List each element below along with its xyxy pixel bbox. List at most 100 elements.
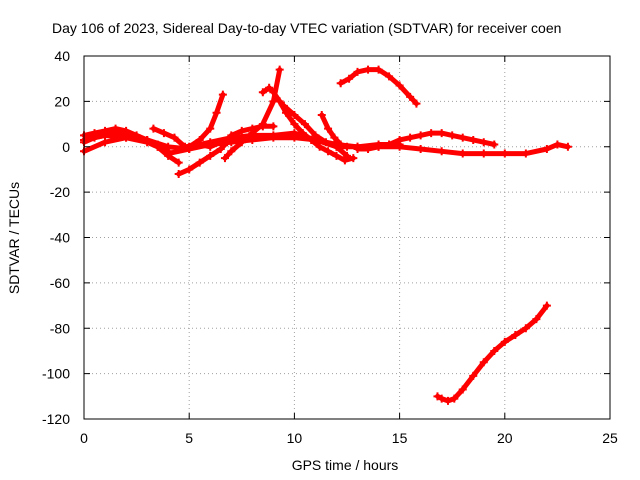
data-point [220, 154, 229, 163]
data-point [185, 142, 194, 151]
data-point [450, 394, 459, 403]
y-tick-label: 20 [54, 93, 70, 109]
data-point [374, 142, 383, 151]
data-point [206, 142, 215, 151]
data-point [563, 142, 572, 151]
y-axis: -120 -100 -80 -60 -40 -20 0 20 40 [42, 48, 610, 427]
data-point [458, 149, 467, 158]
data-point [324, 147, 333, 156]
y-tick-label: 40 [54, 48, 70, 64]
data-point [101, 138, 110, 147]
data-point [298, 129, 307, 138]
data-point [279, 101, 288, 110]
data-point [349, 154, 358, 163]
data-point [458, 385, 467, 394]
data-point [500, 337, 509, 346]
data-point [479, 149, 488, 158]
data-point [345, 74, 354, 83]
data-point [170, 133, 179, 142]
data-point [330, 133, 339, 142]
y-tick-label: -100 [42, 366, 70, 382]
data-point [364, 145, 373, 154]
data-point [122, 133, 131, 142]
data-point [223, 138, 232, 147]
data-point [416, 131, 425, 140]
data-point [521, 149, 530, 158]
data-point [174, 158, 183, 167]
series-arc-9 [258, 83, 358, 165]
y-tick-label: -120 [42, 411, 70, 427]
data-point [227, 131, 236, 140]
data-point [311, 131, 320, 140]
data-point [385, 140, 394, 149]
y-tick-label: -80 [50, 320, 70, 336]
data-point [332, 151, 341, 160]
data-point [275, 65, 284, 74]
data-point [500, 149, 509, 158]
data-point [353, 67, 362, 76]
data-point [385, 72, 394, 81]
data-point [174, 169, 183, 178]
data-point [364, 65, 373, 74]
y-tick-label: -40 [50, 230, 70, 246]
data-point [317, 110, 326, 119]
series-arc-5 [149, 124, 225, 151]
data-point [315, 142, 324, 151]
data-point [269, 122, 278, 131]
data-point [300, 120, 309, 129]
series-arc-11 [317, 110, 351, 151]
data-point [185, 165, 194, 174]
data-point [265, 83, 274, 92]
data-point [195, 135, 204, 144]
data-point [248, 129, 257, 138]
data-point [479, 358, 488, 367]
data-point [437, 147, 446, 156]
y-tick-label: -60 [50, 275, 70, 291]
x-axis-label: GPS time / hours [292, 457, 399, 473]
data-point [269, 131, 278, 140]
data-point [437, 394, 446, 403]
data-point [332, 142, 341, 151]
x-tick-label: 20 [497, 430, 513, 446]
data-point [490, 346, 499, 355]
data-point [490, 140, 499, 149]
data-point [195, 158, 204, 167]
series-arc-14 [433, 301, 551, 405]
x-axis: 0 5 10 15 20 25 [80, 56, 618, 446]
data-point [542, 145, 551, 154]
data-point [521, 324, 530, 333]
data-point [427, 129, 436, 138]
data-point [212, 108, 221, 117]
y-tick-label: 0 [62, 139, 70, 155]
data-point [258, 120, 267, 129]
data-point [290, 129, 299, 138]
data-point [218, 90, 227, 99]
data-point [458, 133, 467, 142]
data-point [353, 145, 362, 154]
data-point [324, 124, 333, 133]
chart-title: Day 106 of 2023, Sidereal Day-to-day VTE… [52, 20, 561, 36]
data-point [448, 131, 457, 140]
series-arc-7 [185, 90, 227, 151]
data-point [101, 131, 110, 140]
series-arc-10 [279, 101, 404, 151]
data-point [258, 88, 267, 97]
data-point [307, 135, 316, 144]
data-point [206, 151, 215, 160]
data-point [227, 147, 236, 156]
data-point [290, 120, 299, 129]
series-arc-13 [353, 129, 499, 154]
data-point [469, 371, 478, 380]
data-point [336, 140, 345, 149]
data-point [412, 99, 421, 108]
data-point [149, 124, 158, 133]
data-point [206, 124, 215, 133]
data-point [321, 138, 330, 147]
data-point [511, 331, 520, 340]
data-layer [80, 65, 572, 405]
data-point [275, 97, 284, 106]
data-point [164, 149, 173, 158]
data-point [237, 138, 246, 147]
series-arc-8 [220, 65, 284, 163]
